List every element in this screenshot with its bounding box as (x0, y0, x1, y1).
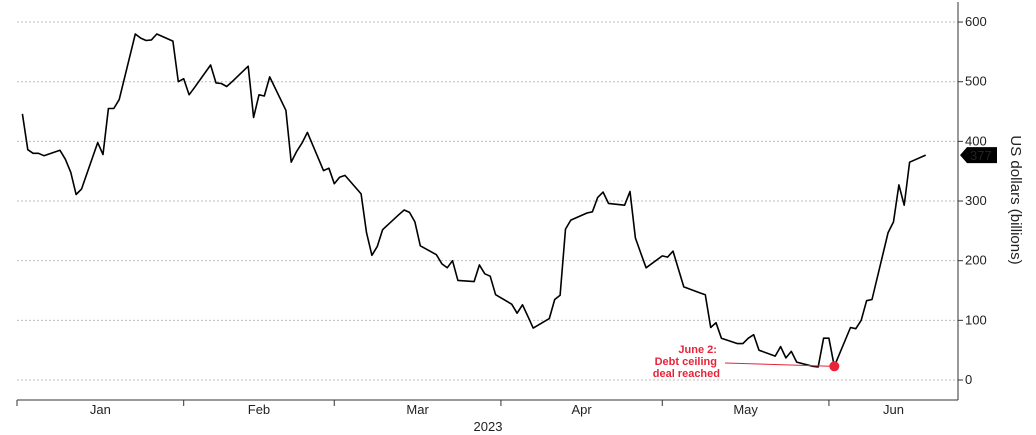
last-value-badge: 377 (960, 147, 997, 164)
last-value-badge-shape (960, 147, 997, 164)
x-axis-title: 2023 (474, 419, 503, 434)
x-tick-label-may: May (733, 402, 758, 417)
y-tick-label-300: 300 (965, 193, 987, 208)
x-tick-label-apr: Apr (571, 402, 592, 417)
y-axis-title: US dollars (billions) (1007, 135, 1024, 264)
y-tick-label-400: 400 (965, 133, 987, 148)
annotation-line-3: deal reached (653, 368, 720, 380)
annotation-line-2: Debt ceiling (655, 356, 717, 368)
y-axis: 0 100 200 300 400 500 600 (957, 2, 987, 400)
series-line (21, 33, 927, 368)
y-tick-label-100: 100 (965, 312, 987, 327)
x-tick-label-jun: Jun (883, 402, 904, 417)
gridlines (17, 21, 958, 381)
annotation-leader-line (724, 362, 831, 367)
last-value-label: 377 (970, 148, 992, 163)
y-tick-label-200: 200 (965, 253, 987, 268)
y-tick-label-600: 600 (965, 14, 987, 29)
annotation-marker (829, 361, 840, 372)
x-tick-label-jan: Jan (90, 402, 111, 417)
annotation-debt-ceiling: June 2: Debt ceiling deal reached (653, 344, 840, 380)
annotation-line-1: June 2: (678, 344, 717, 356)
x-tick-label-feb: Feb (248, 402, 270, 417)
annotation-label: June 2: Debt ceiling deal reached (653, 344, 720, 380)
x-tick-label-mar: Mar (406, 402, 429, 417)
x-axis: Jan Feb Mar Apr May Jun (16, 399, 958, 417)
y-tick-label-0: 0 (965, 372, 972, 387)
y-tick-label-500: 500 (965, 74, 987, 89)
